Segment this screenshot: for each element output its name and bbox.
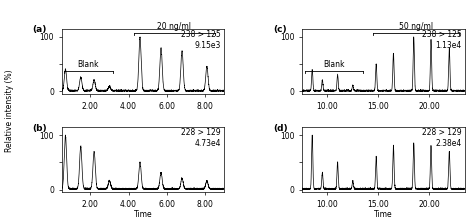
Text: (d): (d) [273, 124, 287, 133]
Text: 1.13e4: 1.13e4 [435, 40, 461, 50]
Text: 50 ng/ml: 50 ng/ml [399, 23, 433, 31]
X-axis label: Time: Time [374, 210, 392, 219]
Text: Relative intensity (%): Relative intensity (%) [5, 69, 14, 152]
Text: (b): (b) [32, 124, 47, 133]
Text: 20 ng/ml: 20 ng/ml [157, 23, 191, 31]
Text: 228 > 129: 228 > 129 [422, 128, 461, 137]
Text: Blank: Blank [78, 60, 99, 69]
X-axis label: Time: Time [134, 210, 152, 219]
Text: 2.38e4: 2.38e4 [435, 139, 461, 148]
Text: 4.73e4: 4.73e4 [194, 139, 221, 148]
Text: Blank: Blank [323, 60, 345, 69]
Text: 238 > 125: 238 > 125 [181, 30, 221, 39]
Text: 238 > 125: 238 > 125 [421, 30, 461, 39]
Text: 9.15e3: 9.15e3 [194, 40, 221, 50]
Text: (a): (a) [32, 25, 47, 34]
Text: 228 > 129: 228 > 129 [181, 128, 221, 137]
Text: (c): (c) [273, 25, 286, 34]
